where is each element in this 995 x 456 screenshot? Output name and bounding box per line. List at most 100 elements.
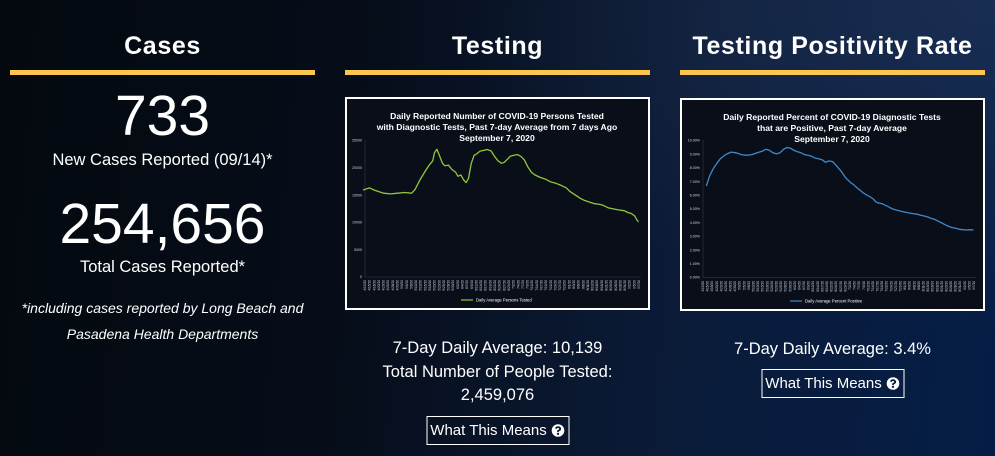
svg-text:6/24/20: 6/24/20	[834, 281, 838, 292]
svg-text:8/26/20: 8/26/20	[949, 281, 953, 292]
svg-text:8/31/20: 8/31/20	[623, 280, 627, 291]
svg-text:5/3/20: 5/3/20	[738, 281, 742, 290]
svg-text:5/8/20: 5/8/20	[747, 281, 751, 290]
svg-text:5/15/20: 5/15/20	[761, 281, 765, 292]
svg-text:5/3/20: 5/3/20	[400, 280, 404, 289]
svg-text:5/25/20: 5/25/20	[779, 281, 783, 292]
svg-text:6/2/20: 6/2/20	[793, 281, 797, 290]
svg-text:6/27/20: 6/27/20	[502, 280, 506, 291]
svg-text:7/22/20: 7/22/20	[549, 280, 553, 291]
svg-text:8/31/20: 8/31/20	[958, 281, 962, 292]
svg-text:8/13/20: 8/13/20	[926, 281, 930, 292]
svg-text:6.00%: 6.00%	[690, 194, 701, 198]
svg-text:4/28/20: 4/28/20	[391, 280, 395, 291]
svg-text:8/8/20: 8/8/20	[917, 281, 921, 290]
svg-text:8/11/20: 8/11/20	[922, 281, 926, 292]
svg-text:7/9/20: 7/9/20	[526, 280, 530, 289]
svg-text:8/13/20: 8/13/20	[591, 280, 595, 291]
svg-text:8/1/20: 8/1/20	[903, 281, 907, 290]
svg-text:5000: 5000	[354, 248, 362, 252]
svg-text:5/30/20: 5/30/20	[788, 281, 792, 292]
svg-text:Daily Average Percent Positive: Daily Average Percent Positive	[805, 299, 863, 304]
svg-text:6/12/20: 6/12/20	[811, 281, 815, 292]
svg-text:5/25/20: 5/25/20	[442, 280, 446, 291]
svg-text:4/30/20: 4/30/20	[396, 280, 400, 291]
svg-text:6/4/20: 6/4/20	[798, 281, 802, 290]
svg-text:7/27/20: 7/27/20	[894, 281, 898, 292]
svg-text:5/23/20: 5/23/20	[775, 281, 779, 292]
svg-text:6/9/20: 6/9/20	[807, 281, 811, 290]
svg-text:7/27/20: 7/27/20	[558, 280, 562, 291]
svg-text:7/17/20: 7/17/20	[540, 280, 544, 291]
svg-text:5/10/20: 5/10/20	[752, 281, 756, 292]
svg-text:6/4/20: 6/4/20	[461, 280, 465, 289]
svg-text:8/21/20: 8/21/20	[605, 280, 609, 291]
svg-text:7/22/20: 7/22/20	[885, 281, 889, 292]
svg-text:7.00%: 7.00%	[690, 180, 701, 184]
svg-text:8/18/20: 8/18/20	[600, 280, 604, 291]
svg-text:25000: 25000	[352, 139, 362, 143]
svg-text:5/28/20: 5/28/20	[784, 281, 788, 292]
svg-text:6/14/20: 6/14/20	[479, 280, 483, 291]
svg-text:8/28/20: 8/28/20	[618, 280, 622, 291]
svg-text:8/16/20: 8/16/20	[931, 281, 935, 292]
svg-text:5/18/20: 5/18/20	[765, 281, 769, 292]
svg-text:15000: 15000	[352, 193, 362, 197]
svg-text:4/13/20: 4/13/20	[701, 281, 705, 292]
svg-text:5/20/20: 5/20/20	[770, 281, 774, 292]
svg-text:8/6/20: 8/6/20	[577, 280, 581, 289]
svg-text:5/5/20: 5/5/20	[742, 281, 746, 290]
svg-text:7/14/20: 7/14/20	[535, 280, 539, 291]
svg-text:8/28/20: 8/28/20	[954, 281, 958, 292]
svg-text:0: 0	[360, 275, 362, 279]
svg-text:5/15/20: 5/15/20	[423, 280, 427, 291]
svg-text:8/8/20: 8/8/20	[581, 280, 585, 289]
svg-text:4/23/20: 4/23/20	[382, 280, 386, 291]
svg-text:6/24/20: 6/24/20	[498, 280, 502, 291]
svg-text:8/23/20: 8/23/20	[609, 280, 613, 291]
svg-text:7/24/20: 7/24/20	[889, 281, 893, 292]
svg-text:5/5/20: 5/5/20	[405, 280, 409, 289]
svg-text:5/8/20: 5/8/20	[409, 280, 413, 289]
svg-text:4/30/20: 4/30/20	[733, 281, 737, 292]
svg-text:7/17/20: 7/17/20	[876, 281, 880, 292]
svg-text:Daily Average Persons Tested: Daily Average Persons Tested	[476, 298, 532, 303]
svg-text:9/2/20: 9/2/20	[963, 281, 967, 290]
svg-text:0.00%: 0.00%	[690, 276, 701, 280]
svg-text:5/13/20: 5/13/20	[419, 280, 423, 291]
svg-text:7/19/20: 7/19/20	[880, 281, 884, 292]
svg-text:9/7/20: 9/7/20	[637, 280, 641, 289]
svg-text:6/19/20: 6/19/20	[488, 280, 492, 291]
svg-text:9/7/20: 9/7/20	[972, 281, 976, 290]
svg-text:6/27/20: 6/27/20	[839, 281, 843, 292]
svg-text:6/22/20: 6/22/20	[830, 281, 834, 292]
svg-text:5/30/20: 5/30/20	[451, 280, 455, 291]
svg-text:Daily Reported Percent of COVI: Daily Reported Percent of COVID-19 Diagn…	[723, 112, 941, 122]
svg-text:5/13/20: 5/13/20	[756, 281, 760, 292]
svg-text:8/21/20: 8/21/20	[940, 281, 944, 292]
svg-text:4/15/20: 4/15/20	[706, 281, 710, 292]
svg-text:8/23/20: 8/23/20	[944, 281, 948, 292]
svg-text:7/4/20: 7/4/20	[853, 281, 857, 290]
svg-text:2.00%: 2.00%	[690, 248, 701, 252]
svg-text:4/18/20: 4/18/20	[372, 280, 376, 291]
svg-text:5/23/20: 5/23/20	[437, 280, 441, 291]
svg-text:September 7, 2020: September 7, 2020	[794, 134, 870, 144]
svg-text:6/29/20: 6/29/20	[507, 280, 511, 291]
svg-text:9/2/20: 9/2/20	[628, 280, 632, 289]
svg-text:6/29/20: 6/29/20	[843, 281, 847, 292]
svg-text:6/14/20: 6/14/20	[816, 281, 820, 292]
svg-text:4/28/20: 4/28/20	[729, 281, 733, 292]
svg-text:7/7/20: 7/7/20	[857, 281, 861, 290]
svg-text:5.00%: 5.00%	[690, 207, 701, 211]
svg-text:7/24/20: 7/24/20	[553, 280, 557, 291]
svg-text:20000: 20000	[352, 166, 362, 170]
svg-text:7/12/20: 7/12/20	[866, 281, 870, 292]
svg-text:10000: 10000	[352, 221, 362, 225]
svg-text:6/9/20: 6/9/20	[470, 280, 474, 289]
svg-text:8/3/20: 8/3/20	[908, 281, 912, 290]
svg-text:4/25/20: 4/25/20	[386, 280, 390, 291]
svg-text:7/14/20: 7/14/20	[871, 281, 875, 292]
svg-text:8/26/20: 8/26/20	[614, 280, 618, 291]
svg-text:4/25/20: 4/25/20	[724, 281, 728, 292]
